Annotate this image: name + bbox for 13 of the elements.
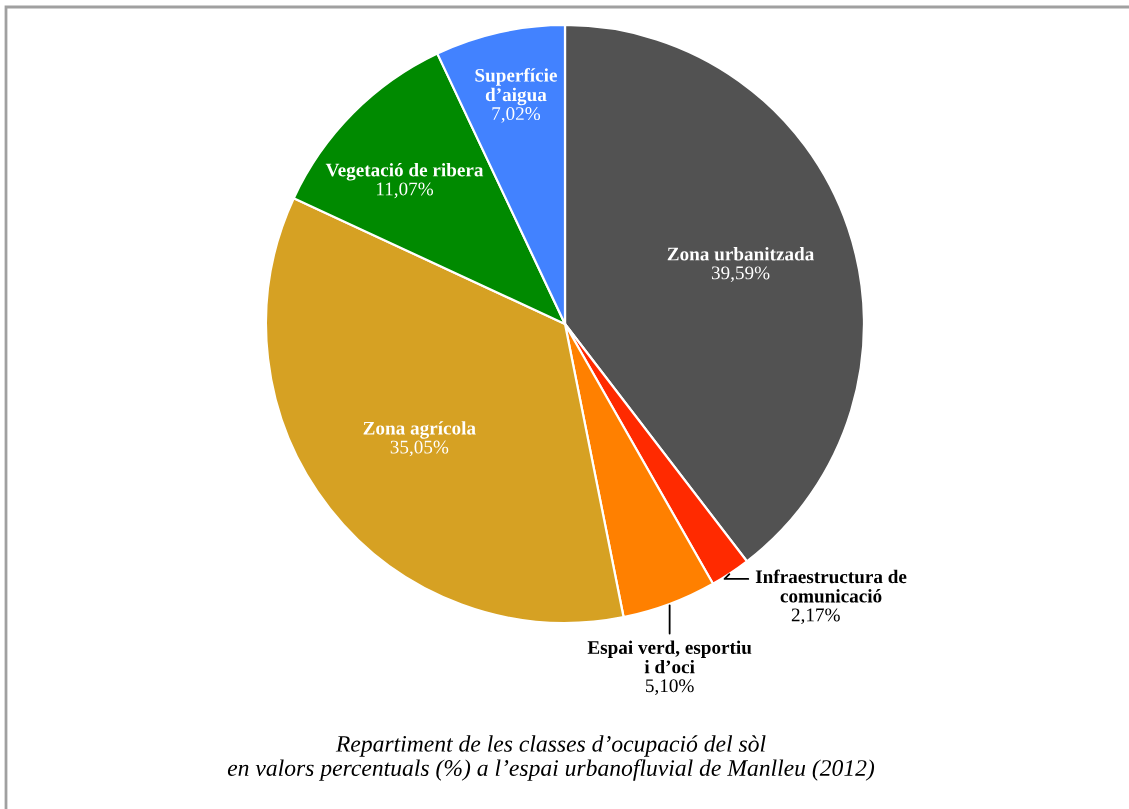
slice-label: Infraestructura de comunicació: [755, 569, 907, 603]
data-label: 35,05%: [390, 440, 449, 457]
slice-label: Espai verd, esportiu i d’oci: [587, 640, 752, 674]
data-label: 11,07%: [377, 182, 434, 199]
slice-label: Vegetació de ribera: [325, 162, 484, 181]
data-label: 2,17%: [791, 608, 840, 625]
data-label: 39,59%: [711, 266, 770, 283]
data-label: 5,10%: [645, 679, 694, 695]
text: Repartiment de les classes d’ocupació del sòl en valors percentuals (%) a l’espai urbanofluvial de Manlleu (2012): [227, 735, 875, 781]
slice-label: Zona agrícola: [363, 421, 476, 439]
slice-label: Zona urbanitzada: [667, 247, 815, 261]
slice-label: Superfície d’aigua: [475, 68, 557, 106]
data-label: 7,02%: [492, 107, 541, 123]
